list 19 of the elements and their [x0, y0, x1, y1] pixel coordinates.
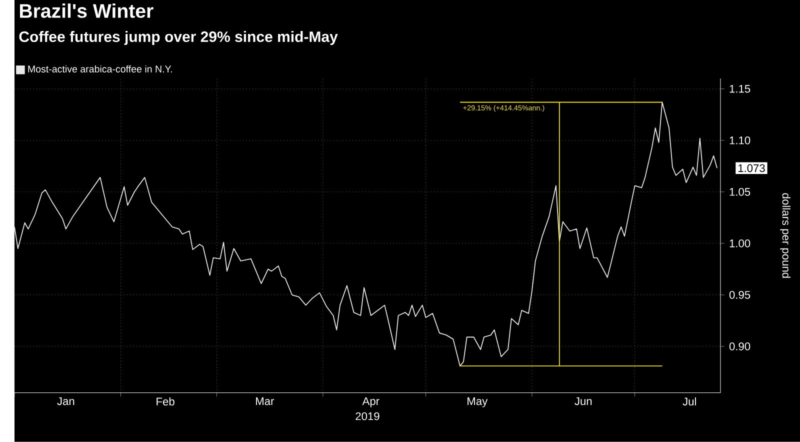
x-tick-label: Feb	[156, 397, 174, 406]
y-tick-label: 0.95	[729, 291, 750, 299]
y-tick-label: 1.10	[730, 136, 750, 144]
x-tick-label: Jan	[57, 397, 74, 406]
y-axis-title: dollars per pound	[780, 193, 790, 278]
y-tick-label: 1.00	[730, 240, 750, 248]
legend-label: Most-active arabica-coffee in N.Y.	[28, 65, 172, 73]
y-tick-label: 1.15	[730, 85, 750, 93]
x-tick-label: Jun	[574, 397, 592, 406]
x-axis-title: 2019	[356, 412, 380, 420]
x-tick-label: Mar	[256, 397, 274, 406]
y-tick-label: 1.05	[730, 188, 750, 196]
chart-subtitle: Coffee futures jump over 29% since mid-May	[19, 31, 338, 46]
y-tick-label: 0.90	[729, 342, 750, 350]
annotation: 1.073	[738, 164, 765, 172]
x-tick-label: Jul	[682, 397, 696, 406]
x-tick-label: May	[468, 397, 488, 408]
x-tick-label: Apr	[362, 397, 380, 408]
chart-title: Brazil's Winter	[20, 4, 154, 18]
